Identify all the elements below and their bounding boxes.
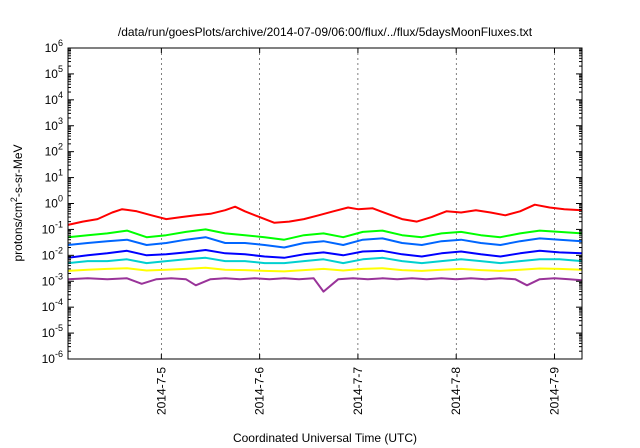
x-tick-label: 2014-7-6 bbox=[253, 367, 267, 415]
x-tick-label: 2014-7-8 bbox=[449, 367, 463, 415]
series-line-1 bbox=[67, 228, 583, 241]
y-tick-exponent: 3 bbox=[58, 116, 63, 126]
y-tick-base: 10 bbox=[45, 119, 59, 133]
y-axis-label-suffix: -s-sr-MeV bbox=[11, 144, 25, 197]
y-tick-label: 106 bbox=[45, 38, 63, 55]
y-tick-base: 10 bbox=[42, 300, 56, 314]
y-tick-base: 10 bbox=[42, 248, 56, 262]
y-tick-exponent: 1 bbox=[58, 168, 63, 178]
y-tick-exponent: -5 bbox=[55, 323, 63, 333]
y-tick-exponent: 0 bbox=[58, 194, 63, 204]
plot-border bbox=[67, 47, 583, 360]
y-tick-label: 10-1 bbox=[42, 219, 63, 236]
y-tick-label: 10-3 bbox=[42, 271, 63, 288]
series-line-3 bbox=[67, 249, 583, 259]
series-line-4 bbox=[67, 256, 583, 265]
y-tick-base: 10 bbox=[42, 222, 56, 236]
y-tick-exponent: -1 bbox=[55, 219, 63, 229]
y-tick-base: 10 bbox=[42, 352, 56, 366]
y-tick-label: 105 bbox=[45, 64, 63, 81]
y-tick-exponent: -3 bbox=[55, 271, 63, 281]
y-axis-label: protons/cm2-s-sr-MeV bbox=[9, 144, 25, 261]
y-axis-label-sup: 2 bbox=[9, 197, 19, 202]
y-tick-exponent: -6 bbox=[55, 349, 63, 359]
series-line-2 bbox=[67, 236, 583, 249]
y-tick-label: 10-5 bbox=[42, 323, 63, 340]
y-tick-base: 10 bbox=[42, 274, 56, 288]
y-tick-base: 10 bbox=[45, 93, 59, 107]
y-tick-label: 102 bbox=[45, 142, 63, 159]
y-tick-label: 10-2 bbox=[42, 245, 63, 262]
y-tick-base: 10 bbox=[42, 326, 56, 340]
series-line-6 bbox=[67, 277, 583, 293]
y-tick-exponent: 2 bbox=[58, 142, 63, 152]
y-tick-exponent: -2 bbox=[55, 245, 63, 255]
y-axis-label-prefix: protons/cm bbox=[11, 202, 25, 261]
y-tick-exponent: 4 bbox=[58, 90, 63, 100]
grid-lines bbox=[161, 48, 555, 359]
x-tick-label: 2014-7-7 bbox=[351, 367, 365, 415]
chart-title: /data/run/goesPlots/archive/2014-07-09/0… bbox=[118, 25, 533, 39]
y-tick-base: 10 bbox=[45, 197, 59, 211]
x-tick-label: 2014-7-5 bbox=[154, 367, 168, 415]
y-tick-base: 10 bbox=[45, 67, 59, 81]
y-tick-exponent: -4 bbox=[55, 297, 63, 307]
y-tick-label: 10-6 bbox=[42, 349, 63, 366]
y-tick-label: 100 bbox=[45, 194, 63, 211]
y-tick-label: 103 bbox=[45, 116, 63, 133]
series-line-0 bbox=[67, 203, 583, 226]
x-axis-label: Coordinated Universal Time (UTC) bbox=[233, 431, 417, 445]
y-tick-exponent: 6 bbox=[58, 38, 63, 48]
y-tick-label: 10-4 bbox=[42, 297, 63, 314]
y-tick-base: 10 bbox=[45, 41, 59, 55]
y-tick-exponent: 5 bbox=[58, 64, 63, 74]
x-tick-label: 2014-7-9 bbox=[547, 367, 561, 415]
y-tick-base: 10 bbox=[45, 145, 59, 159]
y-tick-base: 10 bbox=[45, 171, 59, 185]
y-tick-label: 101 bbox=[45, 168, 63, 185]
x-axis-ticks: 2014-7-5 2014-7-6 2014-7-7 2014-7-8 2014-7-9 bbox=[154, 48, 561, 415]
series-lines bbox=[67, 203, 583, 293]
y-tick-label: 104 bbox=[45, 90, 63, 107]
series-line-5 bbox=[67, 266, 583, 273]
y-axis-ticks: 10610510410310210110010-110-210-310-410-… bbox=[42, 38, 582, 366]
